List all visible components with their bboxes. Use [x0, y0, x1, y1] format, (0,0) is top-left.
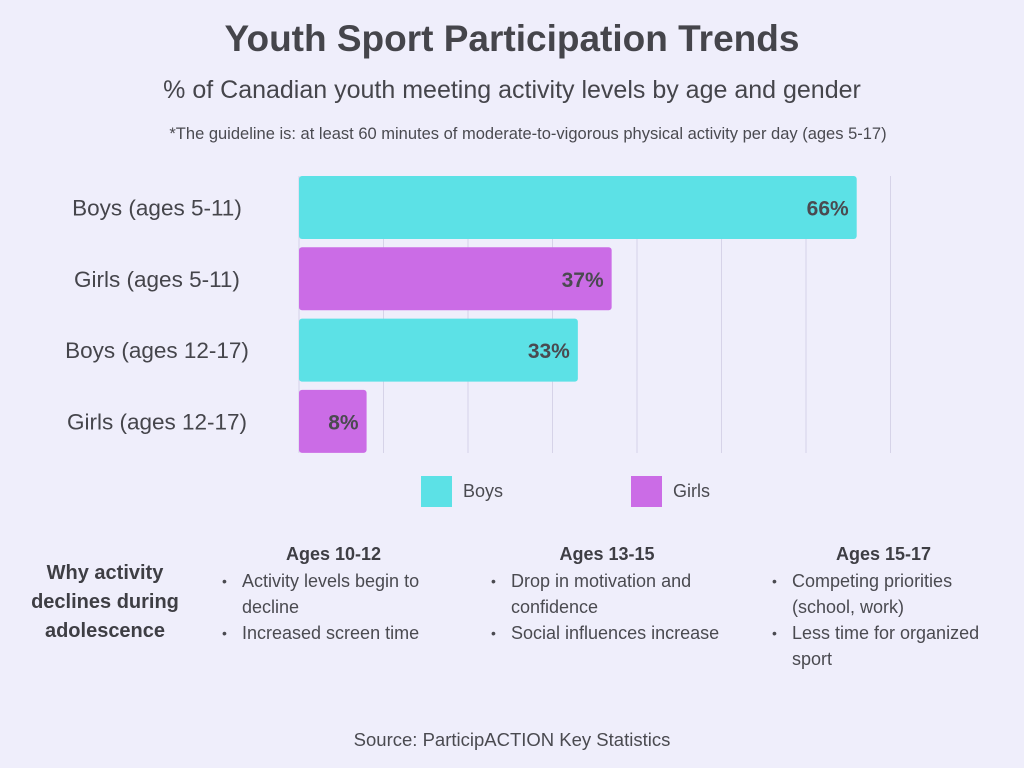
age-group-15-17: Ages 15-17 Competing priorities (school,…: [772, 542, 1007, 672]
age-group-heading: Ages 10-12: [285, 544, 382, 564]
reason-list: Competing priorities (school, work) Less…: [772, 568, 1007, 672]
reason-item: Social influences increase: [491, 620, 731, 646]
bar: [299, 318, 578, 382]
category-label: Boys (ages 5-11): [72, 196, 242, 221]
reason-item: Competing priorities (school, work): [772, 568, 1007, 620]
why-decline-label: Why activity declines during adolescence: [31, 562, 179, 642]
legend-item-boys: Boys: [421, 475, 503, 507]
age-group-heading: Ages 13-15: [559, 544, 655, 564]
reason-item: Increased screen time: [222, 620, 457, 646]
age-group-heading: Ages 15-17: [835, 544, 932, 564]
bar-value-label: 33%: [528, 340, 570, 363]
bar-value-label: 8%: [328, 411, 359, 434]
bar-value-label: 37%: [562, 269, 604, 292]
category-label: Girls (ages 5-11): [74, 267, 240, 292]
legend-item-girls: Girls: [631, 475, 710, 507]
category-label: Boys (ages 12-17): [65, 338, 249, 363]
category-label: Girls (ages 12-17): [67, 409, 247, 434]
age-group-13-15: Ages 13-15 Drop in motivation and confid…: [491, 542, 731, 646]
bar: [299, 389, 367, 453]
bar: [299, 176, 857, 239]
reason-list: Drop in motivation and confidence Social…: [491, 568, 731, 646]
legend-label-girls: Girls: [673, 480, 710, 501]
bar-value-label: 66%: [807, 198, 849, 221]
age-group-10-12: Ages 10-12 Activity levels begin to decl…: [222, 542, 457, 646]
bar-chart: 66% Boys (ages 5-11) 37% Girls (ages 5-11) 3…: [65, 176, 891, 453]
chart-title: Youth Sport Participation Trends: [224, 18, 800, 59]
chart-subtitle: % of Canadian youth meeting activity lev…: [163, 76, 861, 104]
source-note: Source: ParticipACTION Key Statistics: [353, 729, 671, 750]
reason-list: Activity levels begin to decline Increas…: [222, 568, 457, 646]
reason-item: Less time for organized sport: [772, 620, 1007, 672]
legend-swatch-girls: [631, 475, 662, 507]
reason-item: Activity levels begin to decline: [222, 568, 457, 620]
bar: [299, 247, 612, 311]
guideline-note: *The guideline is: at least 60 minutes o…: [169, 125, 887, 143]
reason-item: Drop in motivation and confidence: [491, 568, 731, 620]
legend-swatch-boys: [421, 475, 452, 507]
legend-label-boys: Boys: [463, 480, 504, 501]
